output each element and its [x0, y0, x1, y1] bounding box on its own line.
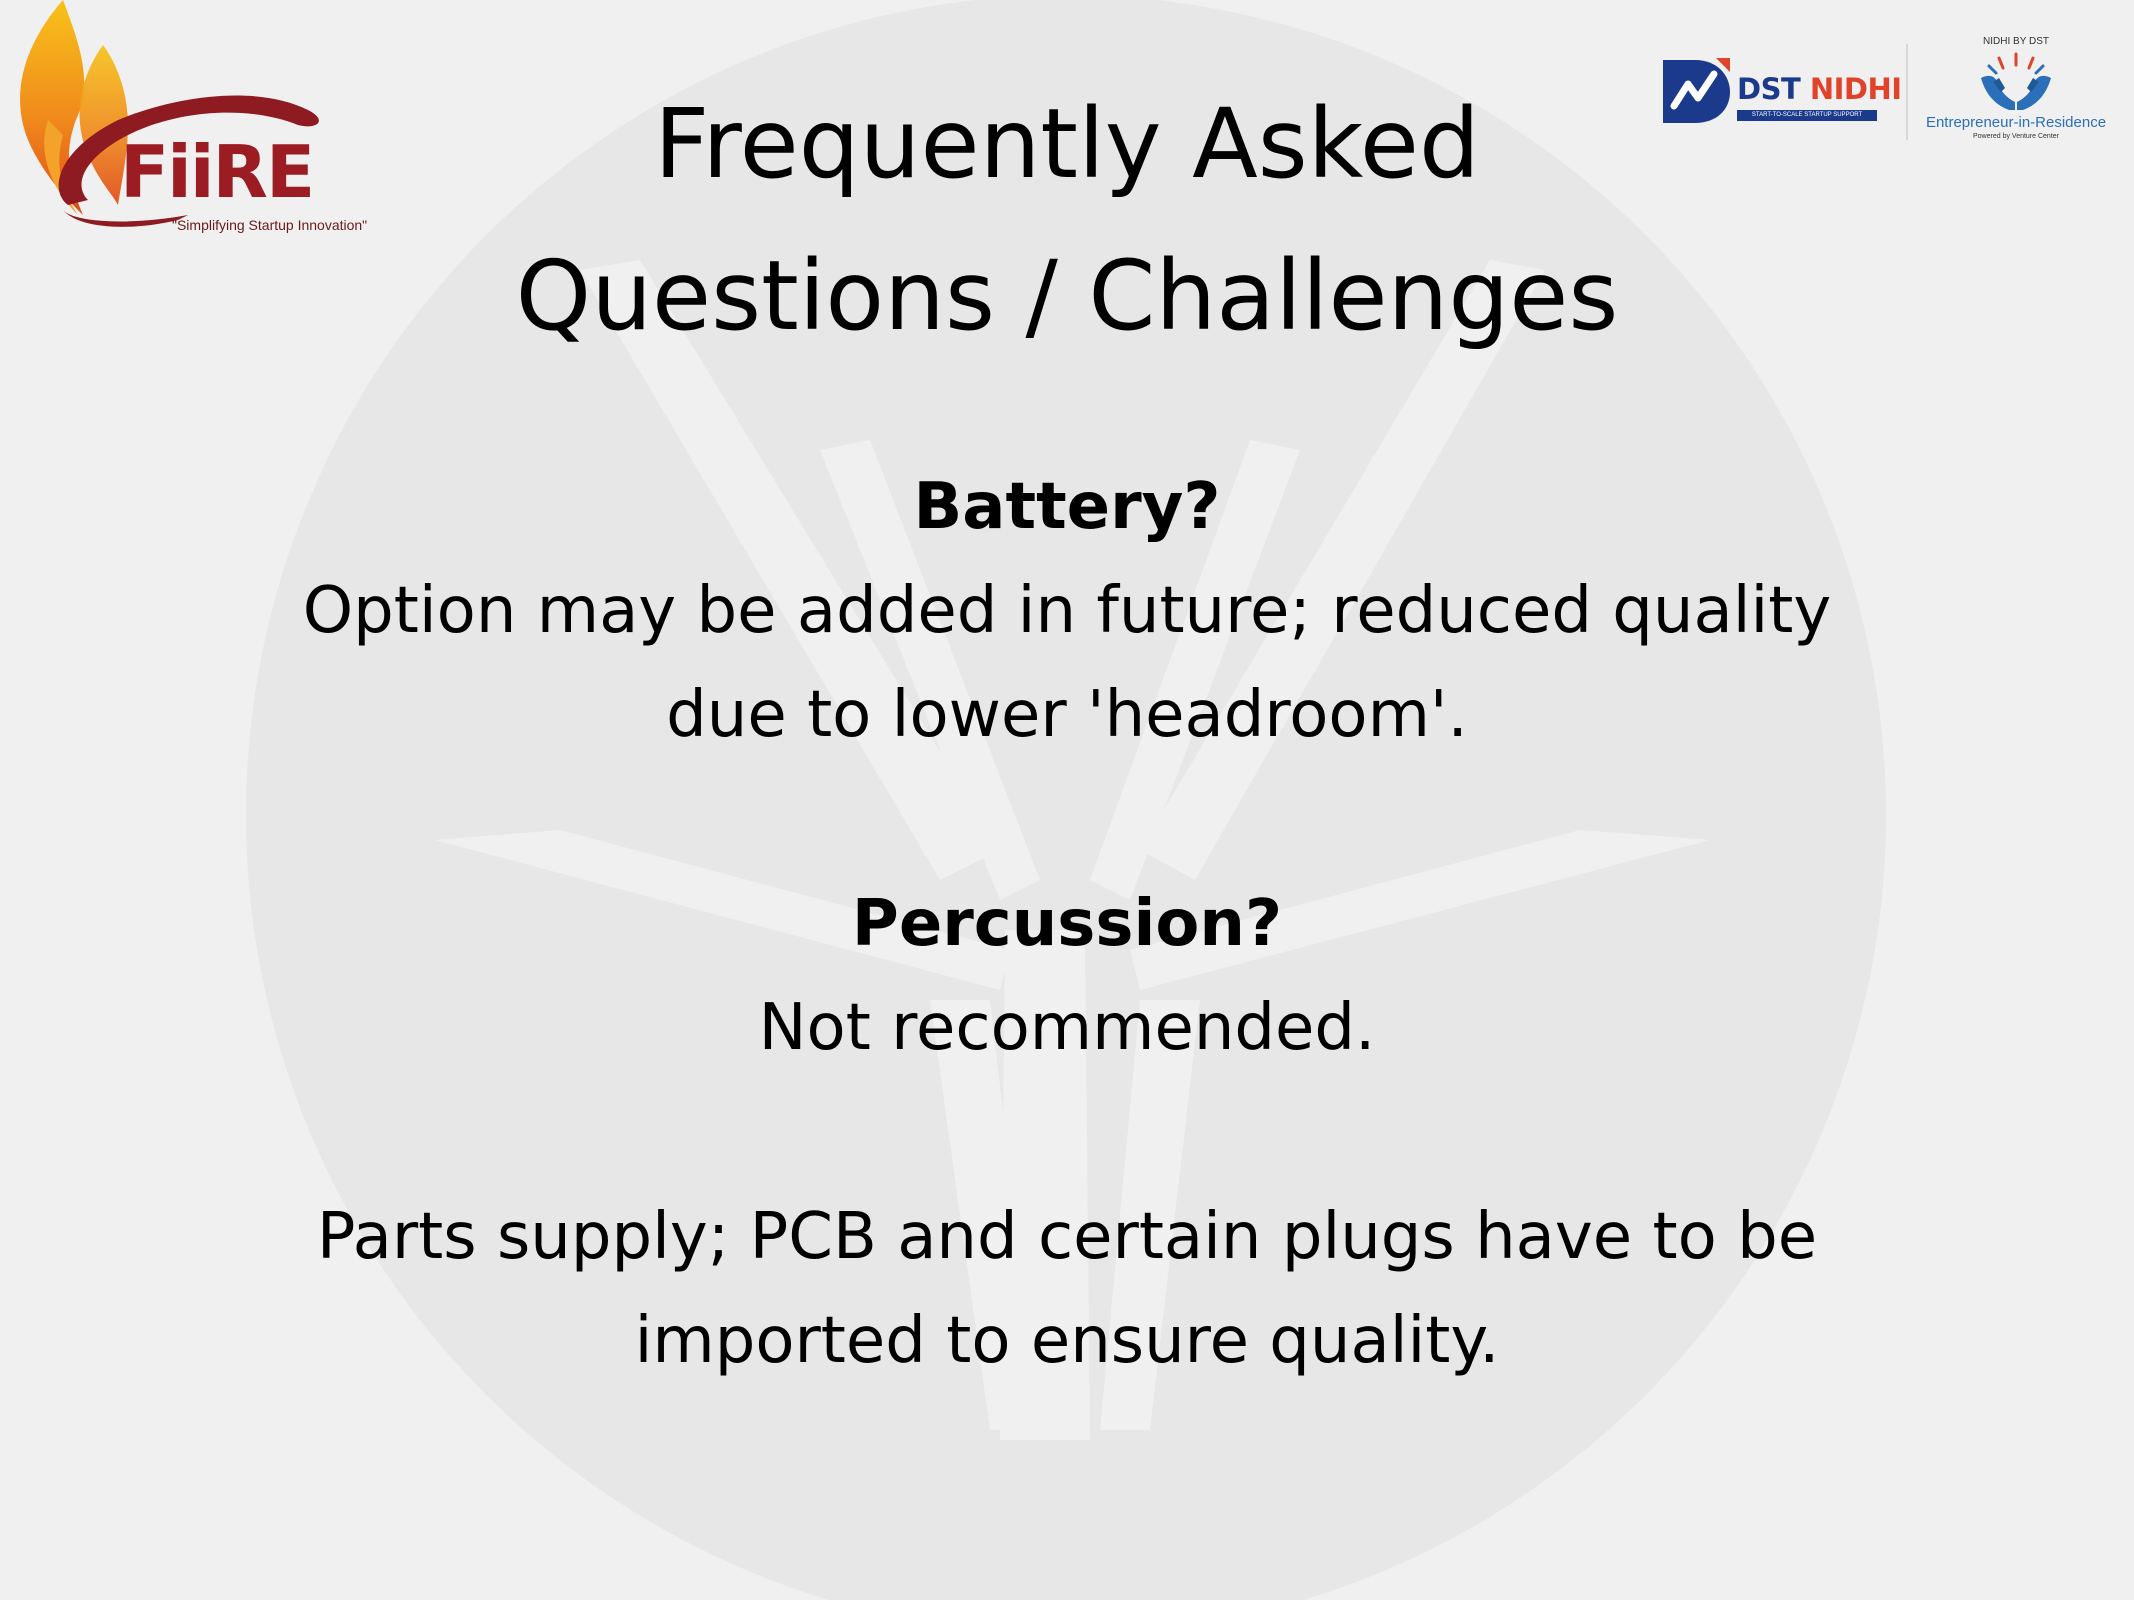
faq-item-percussion: Percussion? Not recommended.	[0, 872, 2134, 1080]
fiire-tagline: "Simplifying Startup Innovation"	[172, 217, 368, 233]
faq-question: Percussion?	[851, 887, 1283, 961]
eir-title: Entrepreneur-in-Residence	[1925, 114, 2107, 131]
fiire-logo-icon: FiiRE	[20, 0, 319, 227]
logo-divider	[1906, 44, 1908, 140]
eir-powered-by: Powered by Venture Center	[1973, 133, 2059, 140]
faq-answer-line: imported to ensure quality.	[634, 1304, 1500, 1378]
faq-question: Battery?	[913, 470, 1221, 544]
faq-answer-line: Not recommended.	[758, 991, 1376, 1065]
faq-answer-line: Parts supply; PCB and certain plugs have…	[316, 1200, 1818, 1274]
dst-nidhi-brand: DST NIDHI	[1737, 72, 1902, 106]
faq-answer-line: Option may be added in future; reduced q…	[302, 574, 1832, 648]
slide-title-line-2: Questions / Challenges	[515, 240, 1619, 352]
dst-nidhi-logo-icon	[1663, 58, 1730, 123]
faq-item-battery: Battery? Option may be added in future; …	[0, 455, 2134, 767]
nidhi-brand-text: NIDHI	[1809, 72, 1902, 106]
eir-top-label: NIDHI BY DST	[1983, 36, 2049, 47]
dst-nidhi-subtitle: START-TO-SCALE STARTUP SUPPORT	[1737, 110, 1877, 121]
faq-answer-line: due to lower 'headroom'.	[666, 678, 1468, 752]
slide-title-line-1: Frequently Asked	[654, 88, 1480, 200]
slide-title: Frequently Asked Questions / Challenges	[0, 68, 2134, 372]
dst-brand-text: DST	[1737, 72, 1801, 106]
hands-logo-icon	[1981, 52, 2051, 110]
faq-item-parts-supply: Parts supply; PCB and certain plugs have…	[0, 1185, 2134, 1393]
fiire-logo-lettering: FiiRE	[120, 130, 313, 214]
